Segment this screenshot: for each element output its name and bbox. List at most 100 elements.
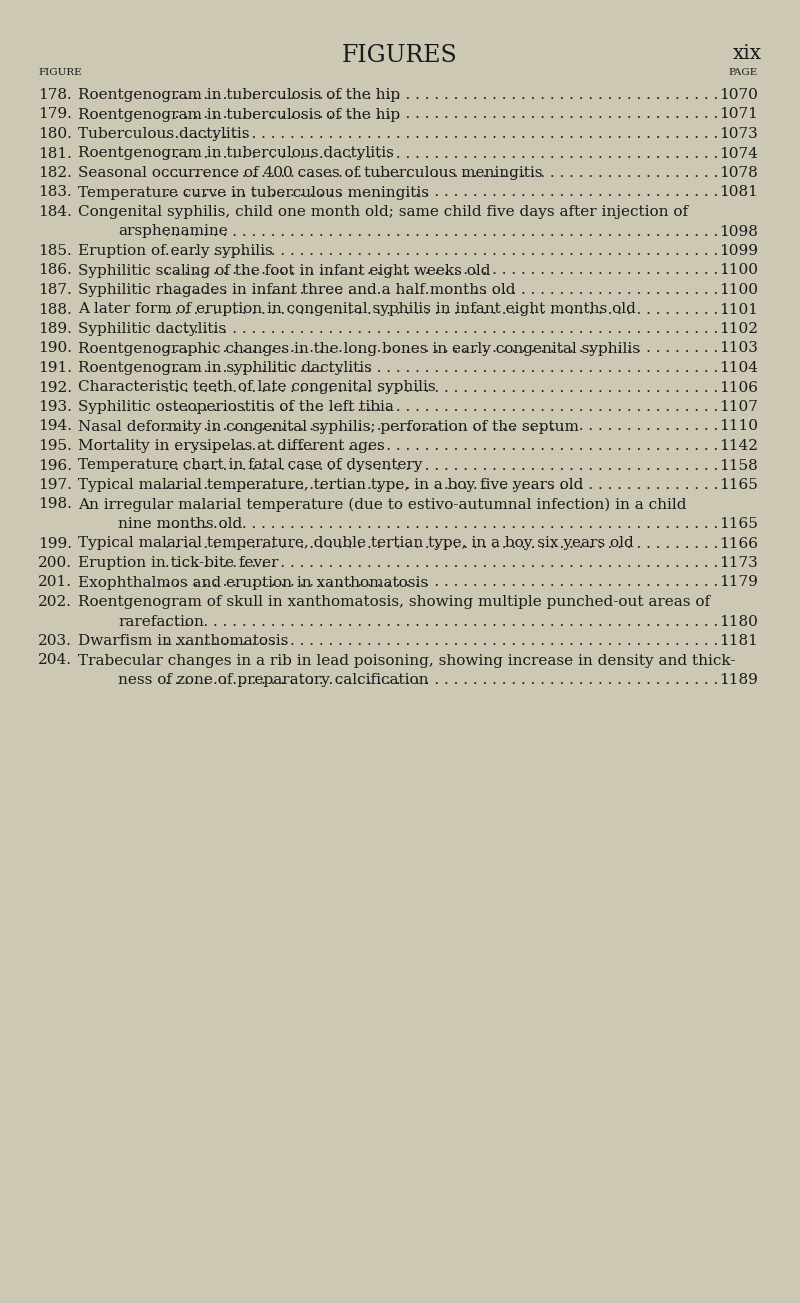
- Text: 178.: 178.: [38, 89, 72, 102]
- Text: 1078: 1078: [719, 165, 758, 180]
- Text: . . . . . . . . . . . . . . . . . . . . . . . . . . . . . . . . . . . . . . . . : . . . . . . . . . . . . . . . . . . . . …: [160, 146, 728, 160]
- Text: 195.: 195.: [38, 439, 72, 453]
- Text: 1180: 1180: [719, 615, 758, 628]
- Text: 179.: 179.: [38, 108, 72, 121]
- Text: 1070: 1070: [719, 89, 758, 102]
- Text: 1106: 1106: [719, 380, 758, 395]
- Text: 1099: 1099: [719, 244, 758, 258]
- Text: . . . . . . . . . . . . . . . . . . . . . . . . . . . . . . . . . . . . . . . . : . . . . . . . . . . . . . . . . . . . . …: [160, 400, 728, 414]
- Text: Nasal deformity in congenital syphilis; perforation of the septum: Nasal deformity in congenital syphilis; …: [78, 420, 579, 434]
- Text: Syphilitic scaling of the foot in infant eight weeks old: Syphilitic scaling of the foot in infant…: [78, 263, 490, 278]
- Text: . . . . . . . . . . . . . . . . . . . . . . . . . . . . . . . . . . . . . . . . : . . . . . . . . . . . . . . . . . . . . …: [160, 478, 728, 493]
- Text: 180.: 180.: [38, 126, 72, 141]
- Text: 191.: 191.: [38, 361, 72, 375]
- Text: Congenital syphilis, child one month old; same child five days after injection o: Congenital syphilis, child one month old…: [78, 205, 688, 219]
- Text: PAGE: PAGE: [729, 68, 758, 77]
- Text: 204.: 204.: [38, 654, 72, 667]
- Text: 192.: 192.: [38, 380, 72, 395]
- Text: 1074: 1074: [719, 146, 758, 160]
- Text: 199.: 199.: [38, 537, 72, 550]
- Text: . . . . . . . . . . . . . . . . . . . . . . . . . . . . . . . . . . . . . . . . : . . . . . . . . . . . . . . . . . . . . …: [160, 537, 728, 550]
- Text: 1173: 1173: [719, 556, 758, 569]
- Text: 194.: 194.: [38, 420, 72, 434]
- Text: . . . . . . . . . . . . . . . . . . . . . . . . . . . . . . . . . . . . . . . . : . . . . . . . . . . . . . . . . . . . . …: [160, 126, 728, 141]
- Text: . . . . . . . . . . . . . . . . . . . . . . . . . . . . . . . . . . . . . . . . : . . . . . . . . . . . . . . . . . . . . …: [160, 263, 728, 278]
- Text: Seasonal occurrence of 400 cases of tuberculous meningitis: Seasonal occurrence of 400 cases of tube…: [78, 165, 542, 180]
- Text: 190.: 190.: [38, 341, 72, 356]
- Text: 184.: 184.: [38, 205, 72, 219]
- Text: FIGURE: FIGURE: [38, 68, 82, 77]
- Text: . . . . . . . . . . . . . . . . . . . . . . . . . . . . . . . . . . . . . . . . : . . . . . . . . . . . . . . . . . . . . …: [160, 459, 728, 473]
- Text: Roentgenogram of skull in xanthomatosis, showing multiple punched-out areas of: Roentgenogram of skull in xanthomatosis,…: [78, 595, 710, 609]
- Text: 197.: 197.: [38, 478, 72, 493]
- Text: Syphilitic dactylitis: Syphilitic dactylitis: [78, 322, 226, 336]
- Text: 1073: 1073: [719, 126, 758, 141]
- Text: 185.: 185.: [38, 244, 72, 258]
- Text: Roentgenogram in syphilitic dactylitis: Roentgenogram in syphilitic dactylitis: [78, 361, 372, 375]
- Text: 1179: 1179: [719, 576, 758, 589]
- Text: . . . . . . . . . . . . . . . . . . . . . . . . . . . . . . . . . . . . . . . . : . . . . . . . . . . . . . . . . . . . . …: [160, 302, 728, 317]
- Text: Characteristic teeth of late congenital syphilis: Characteristic teeth of late congenital …: [78, 380, 436, 395]
- Text: . . . . . . . . . . . . . . . . . . . . . . . . . . . . . . . . . . . . . . . . : . . . . . . . . . . . . . . . . . . . . …: [160, 89, 728, 102]
- Text: Eruption of early syphilis: Eruption of early syphilis: [78, 244, 273, 258]
- Text: 1104: 1104: [719, 361, 758, 375]
- Text: 1165: 1165: [719, 517, 758, 532]
- Text: Typical malarial temperature, tertian type, in a boy five years old: Typical malarial temperature, tertian ty…: [78, 478, 583, 493]
- Text: . . . . . . . . . . . . . . . . . . . . . . . . . . . . . . . . . . . . . . . . : . . . . . . . . . . . . . . . . . . . . …: [160, 635, 728, 648]
- Text: Roentgenogram in tuberculous dactylitis: Roentgenogram in tuberculous dactylitis: [78, 146, 394, 160]
- Text: . . . . . . . . . . . . . . . . . . . . . . . . . . . . . . . . . . . . . . . . : . . . . . . . . . . . . . . . . . . . . …: [160, 615, 728, 628]
- Text: . . . . . . . . . . . . . . . . . . . . . . . . . . . . . . . . . . . . . . . . : . . . . . . . . . . . . . . . . . . . . …: [160, 674, 728, 687]
- Text: 1081: 1081: [719, 185, 758, 199]
- Text: 1189: 1189: [719, 674, 758, 687]
- Text: Exophthalmos and eruption in xanthomatosis: Exophthalmos and eruption in xanthomatos…: [78, 576, 428, 589]
- Text: Roentgenogram in tuberculosis of the hip: Roentgenogram in tuberculosis of the hip: [78, 89, 400, 102]
- Text: . . . . . . . . . . . . . . . . . . . . . . . . . . . . . . . . . . . . . . . . : . . . . . . . . . . . . . . . . . . . . …: [160, 517, 728, 532]
- Text: 200.: 200.: [38, 556, 72, 569]
- Text: nine months old: nine months old: [118, 517, 242, 532]
- Text: ness of zone of preparatory calcification: ness of zone of preparatory calcificatio…: [118, 674, 429, 687]
- Text: 189.: 189.: [38, 322, 72, 336]
- Text: arsphenamine: arsphenamine: [118, 224, 228, 238]
- Text: 1098: 1098: [719, 224, 758, 238]
- Text: . . . . . . . . . . . . . . . . . . . . . . . . . . . . . . . . . . . . . . . . : . . . . . . . . . . . . . . . . . . . . …: [160, 361, 728, 375]
- Text: . . . . . . . . . . . . . . . . . . . . . . . . . . . . . . . . . . . . . . . . : . . . . . . . . . . . . . . . . . . . . …: [160, 439, 728, 453]
- Text: . . . . . . . . . . . . . . . . . . . . . . . . . . . . . . . . . . . . . . . . : . . . . . . . . . . . . . . . . . . . . …: [160, 380, 728, 395]
- Text: Typical malarial temperature, double tertian type, in a boy six years old: Typical malarial temperature, double ter…: [78, 537, 634, 550]
- Text: . . . . . . . . . . . . . . . . . . . . . . . . . . . . . . . . . . . . . . . . : . . . . . . . . . . . . . . . . . . . . …: [160, 165, 728, 180]
- Text: 1100: 1100: [719, 283, 758, 297]
- Text: 1102: 1102: [719, 322, 758, 336]
- Text: 1101: 1101: [719, 302, 758, 317]
- Text: 201.: 201.: [38, 576, 72, 589]
- Text: xix: xix: [733, 44, 762, 63]
- Text: 1103: 1103: [719, 341, 758, 356]
- Text: . . . . . . . . . . . . . . . . . . . . . . . . . . . . . . . . . . . . . . . . : . . . . . . . . . . . . . . . . . . . . …: [160, 341, 728, 356]
- Text: . . . . . . . . . . . . . . . . . . . . . . . . . . . . . . . . . . . . . . . . : . . . . . . . . . . . . . . . . . . . . …: [160, 556, 728, 569]
- Text: 187.: 187.: [38, 283, 72, 297]
- Text: 1166: 1166: [719, 537, 758, 550]
- Text: Tuberculous dactylitis: Tuberculous dactylitis: [78, 126, 250, 141]
- Text: Temperature chart in fatal case of dysentery: Temperature chart in fatal case of dysen…: [78, 459, 422, 473]
- Text: 198.: 198.: [38, 498, 72, 512]
- Text: . . . . . . . . . . . . . . . . . . . . . . . . . . . . . . . . . . . . . . . . : . . . . . . . . . . . . . . . . . . . . …: [160, 108, 728, 121]
- Text: . . . . . . . . . . . . . . . . . . . . . . . . . . . . . . . . . . . . . . . . : . . . . . . . . . . . . . . . . . . . . …: [160, 185, 728, 199]
- Text: Eruption in tick-bite fever: Eruption in tick-bite fever: [78, 556, 278, 569]
- Text: Roentgenographic changes in the long bones in early congenital syphilis: Roentgenographic changes in the long bon…: [78, 341, 640, 356]
- Text: A later form of eruption in congenital syphilis in infant eight months old: A later form of eruption in congenital s…: [78, 302, 636, 317]
- Text: Mortality in erysipelas at different ages: Mortality in erysipelas at different age…: [78, 439, 385, 453]
- Text: . . . . . . . . . . . . . . . . . . . . . . . . . . . . . . . . . . . . . . . . : . . . . . . . . . . . . . . . . . . . . …: [160, 576, 728, 589]
- Text: 1100: 1100: [719, 263, 758, 278]
- Text: . . . . . . . . . . . . . . . . . . . . . . . . . . . . . . . . . . . . . . . . : . . . . . . . . . . . . . . . . . . . . …: [160, 322, 728, 336]
- Text: 1107: 1107: [719, 400, 758, 414]
- Text: rarefaction: rarefaction: [118, 615, 204, 628]
- Text: Temperature curve in tuberculous meningitis: Temperature curve in tuberculous meningi…: [78, 185, 429, 199]
- Text: . . . . . . . . . . . . . . . . . . . . . . . . . . . . . . . . . . . . . . . . : . . . . . . . . . . . . . . . . . . . . …: [160, 420, 728, 434]
- Text: Dwarfism in xanthomatosis: Dwarfism in xanthomatosis: [78, 635, 288, 648]
- Text: . . . . . . . . . . . . . . . . . . . . . . . . . . . . . . . . . . . . . . . . : . . . . . . . . . . . . . . . . . . . . …: [160, 244, 728, 258]
- Text: 196.: 196.: [38, 459, 72, 473]
- Text: 1110: 1110: [719, 420, 758, 434]
- Text: 1071: 1071: [719, 108, 758, 121]
- Text: 1142: 1142: [719, 439, 758, 453]
- Text: 1165: 1165: [719, 478, 758, 493]
- Text: . . . . . . . . . . . . . . . . . . . . . . . . . . . . . . . . . . . . . . . . : . . . . . . . . . . . . . . . . . . . . …: [160, 224, 728, 238]
- Text: 182.: 182.: [38, 165, 72, 180]
